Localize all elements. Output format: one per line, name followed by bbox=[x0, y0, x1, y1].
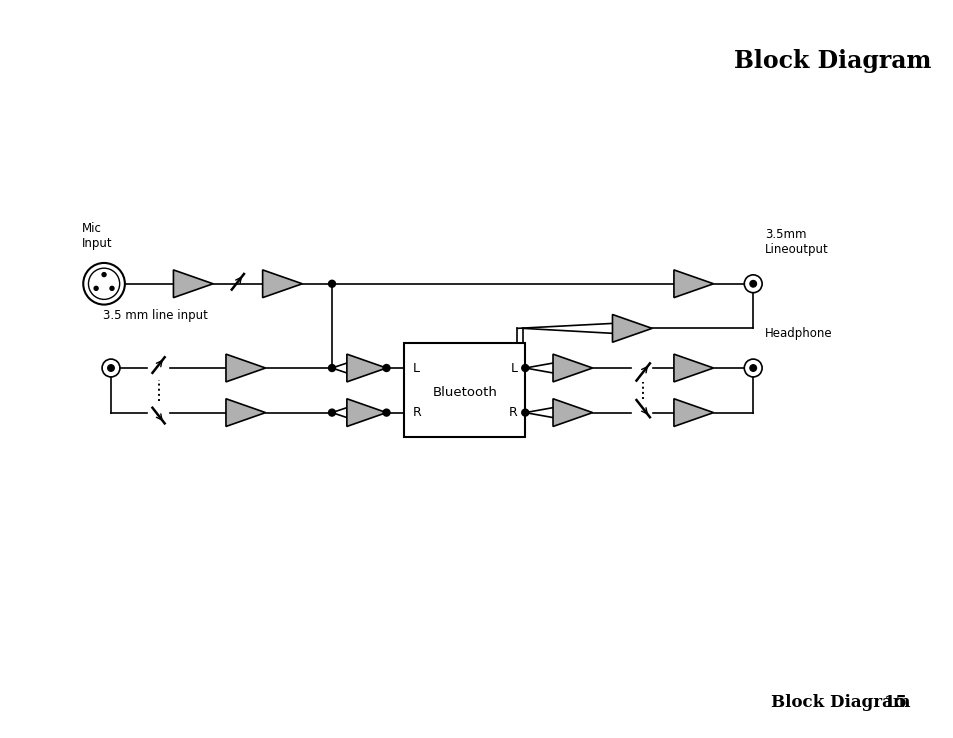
Circle shape bbox=[328, 365, 335, 371]
Circle shape bbox=[521, 365, 528, 371]
FancyBboxPatch shape bbox=[404, 343, 525, 438]
Circle shape bbox=[328, 280, 335, 287]
Polygon shape bbox=[262, 270, 302, 297]
Circle shape bbox=[101, 272, 107, 277]
Text: 3.5mm
Lineoutput: 3.5mm Lineoutput bbox=[764, 228, 828, 256]
Polygon shape bbox=[673, 354, 713, 382]
Text: Block Diagram: Block Diagram bbox=[770, 694, 909, 711]
Circle shape bbox=[749, 365, 756, 371]
Circle shape bbox=[93, 286, 99, 291]
Polygon shape bbox=[612, 314, 652, 342]
Text: 15: 15 bbox=[883, 694, 906, 711]
Polygon shape bbox=[173, 270, 213, 297]
Polygon shape bbox=[226, 354, 265, 382]
Text: L: L bbox=[412, 362, 419, 374]
Circle shape bbox=[83, 263, 125, 305]
Text: Block Diagram: Block Diagram bbox=[733, 49, 930, 73]
Circle shape bbox=[521, 409, 528, 416]
Polygon shape bbox=[673, 399, 713, 427]
Text: 3.5 mm line input: 3.5 mm line input bbox=[103, 309, 208, 323]
Polygon shape bbox=[553, 399, 592, 427]
Text: R: R bbox=[508, 406, 517, 419]
Circle shape bbox=[383, 365, 390, 371]
Circle shape bbox=[328, 409, 335, 416]
Polygon shape bbox=[347, 354, 386, 382]
Circle shape bbox=[743, 275, 761, 293]
Polygon shape bbox=[553, 354, 592, 382]
Polygon shape bbox=[673, 270, 713, 297]
Circle shape bbox=[89, 268, 119, 300]
Polygon shape bbox=[347, 399, 386, 427]
Text: Headphone: Headphone bbox=[764, 327, 832, 340]
Circle shape bbox=[383, 409, 390, 416]
Text: R: R bbox=[412, 406, 420, 419]
Text: L: L bbox=[510, 362, 517, 374]
Text: Mic
Input: Mic Input bbox=[82, 222, 112, 250]
Polygon shape bbox=[226, 399, 265, 427]
Circle shape bbox=[108, 365, 114, 371]
Text: Bluetooth: Bluetooth bbox=[432, 386, 497, 399]
Circle shape bbox=[749, 280, 756, 287]
Circle shape bbox=[102, 359, 120, 377]
Circle shape bbox=[743, 359, 761, 377]
Circle shape bbox=[110, 286, 114, 291]
